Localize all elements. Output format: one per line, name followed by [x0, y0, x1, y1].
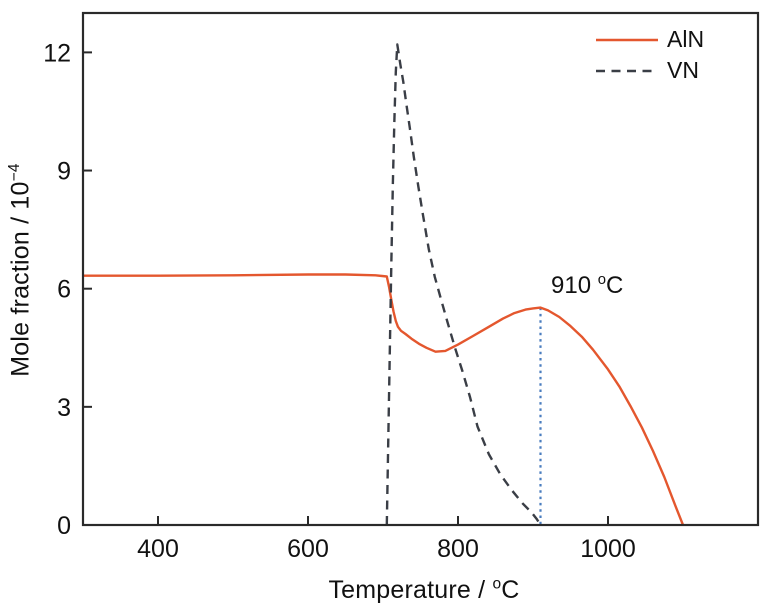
y-tick-label: 9 [57, 158, 71, 186]
x-axis-title-text: Temperature / [328, 576, 493, 604]
y-tick-label: 0 [57, 512, 71, 540]
x-tick-label: 1000 [580, 535, 636, 563]
x-tick-label: 600 [287, 535, 329, 563]
y-axis-title: Mole fraction / 10−4 [6, 163, 36, 377]
x-axis-title-degree: o [492, 575, 502, 593]
annotation-degree: o [597, 272, 606, 288]
series-line-vn [385, 43, 542, 526]
x-tick-label: 800 [437, 535, 479, 563]
legend-label-aln: AlN [667, 26, 705, 52]
legend-item-vn: VN [595, 55, 704, 86]
y-axis-title-text: Mole fraction / 10 [6, 181, 35, 377]
x-axis-title: Temperature / oC [328, 576, 519, 605]
series-line-aln [83, 273, 685, 526]
x-tick-label: 400 [137, 535, 179, 563]
vn-dashed-line-swatch [596, 69, 658, 72]
y-axis-title-exponent: −4 [6, 163, 24, 182]
y-tick-label: 12 [43, 39, 71, 67]
y-tick-label: 3 [57, 394, 71, 422]
y-tick-label: 6 [57, 276, 71, 304]
legend: AlN VN [595, 24, 704, 86]
annotation-unit: C [606, 272, 624, 299]
x-axis-title-unit: C [501, 576, 520, 604]
plot-border [81, 11, 760, 527]
aln-solid-line-swatch [596, 38, 658, 41]
legend-label-vn: VN [667, 57, 699, 83]
annotation-value: 910 [551, 272, 598, 299]
annotation-910c-label: 910 oC [551, 272, 623, 300]
legend-item-aln: AlN [595, 24, 704, 55]
